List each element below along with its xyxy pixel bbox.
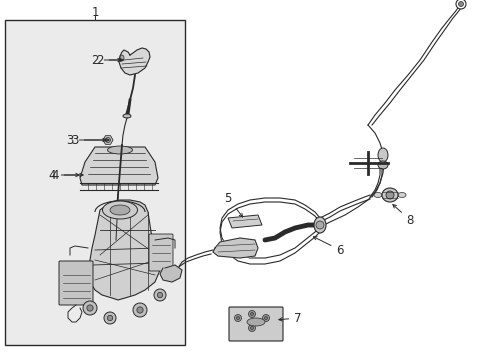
Ellipse shape <box>107 146 132 154</box>
Circle shape <box>137 307 143 313</box>
Ellipse shape <box>377 148 387 162</box>
Text: 3: 3 <box>71 134 106 147</box>
Ellipse shape <box>397 193 405 198</box>
Circle shape <box>157 292 163 298</box>
Circle shape <box>133 303 147 317</box>
Circle shape <box>385 191 393 199</box>
Ellipse shape <box>110 205 130 215</box>
Circle shape <box>250 327 253 329</box>
Circle shape <box>248 310 255 318</box>
Ellipse shape <box>377 161 387 169</box>
Text: 2: 2 <box>96 54 121 67</box>
Text: 7: 7 <box>278 311 301 324</box>
Circle shape <box>455 0 465 9</box>
Text: 3: 3 <box>66 134 109 147</box>
Circle shape <box>458 1 463 6</box>
Circle shape <box>83 301 97 315</box>
Polygon shape <box>160 265 182 282</box>
Ellipse shape <box>246 318 264 326</box>
FancyBboxPatch shape <box>149 234 173 271</box>
Text: 5: 5 <box>224 192 242 217</box>
Ellipse shape <box>120 55 124 61</box>
Circle shape <box>264 316 267 320</box>
Polygon shape <box>227 215 262 228</box>
Ellipse shape <box>313 217 325 233</box>
Ellipse shape <box>123 114 131 118</box>
FancyBboxPatch shape <box>59 261 93 305</box>
Text: 8: 8 <box>392 204 413 226</box>
Circle shape <box>154 289 165 301</box>
Text: 4: 4 <box>51 168 79 181</box>
Ellipse shape <box>381 188 397 202</box>
Polygon shape <box>119 48 150 75</box>
Ellipse shape <box>102 201 137 219</box>
Text: 1: 1 <box>91 5 99 18</box>
Bar <box>5 20 184 345</box>
Text: 6: 6 <box>313 237 343 257</box>
Circle shape <box>104 312 116 324</box>
Polygon shape <box>103 136 113 144</box>
Circle shape <box>262 315 269 321</box>
Ellipse shape <box>373 193 381 198</box>
Circle shape <box>234 315 241 321</box>
Text: 4: 4 <box>48 168 83 181</box>
Circle shape <box>87 305 93 311</box>
Circle shape <box>107 315 112 321</box>
Polygon shape <box>80 147 158 185</box>
Circle shape <box>236 316 239 320</box>
Circle shape <box>250 312 253 315</box>
Polygon shape <box>213 238 258 258</box>
Polygon shape <box>88 200 160 300</box>
Circle shape <box>105 138 110 143</box>
FancyBboxPatch shape <box>228 307 283 341</box>
Text: 2: 2 <box>91 54 123 67</box>
Circle shape <box>248 324 255 332</box>
Circle shape <box>315 221 324 229</box>
